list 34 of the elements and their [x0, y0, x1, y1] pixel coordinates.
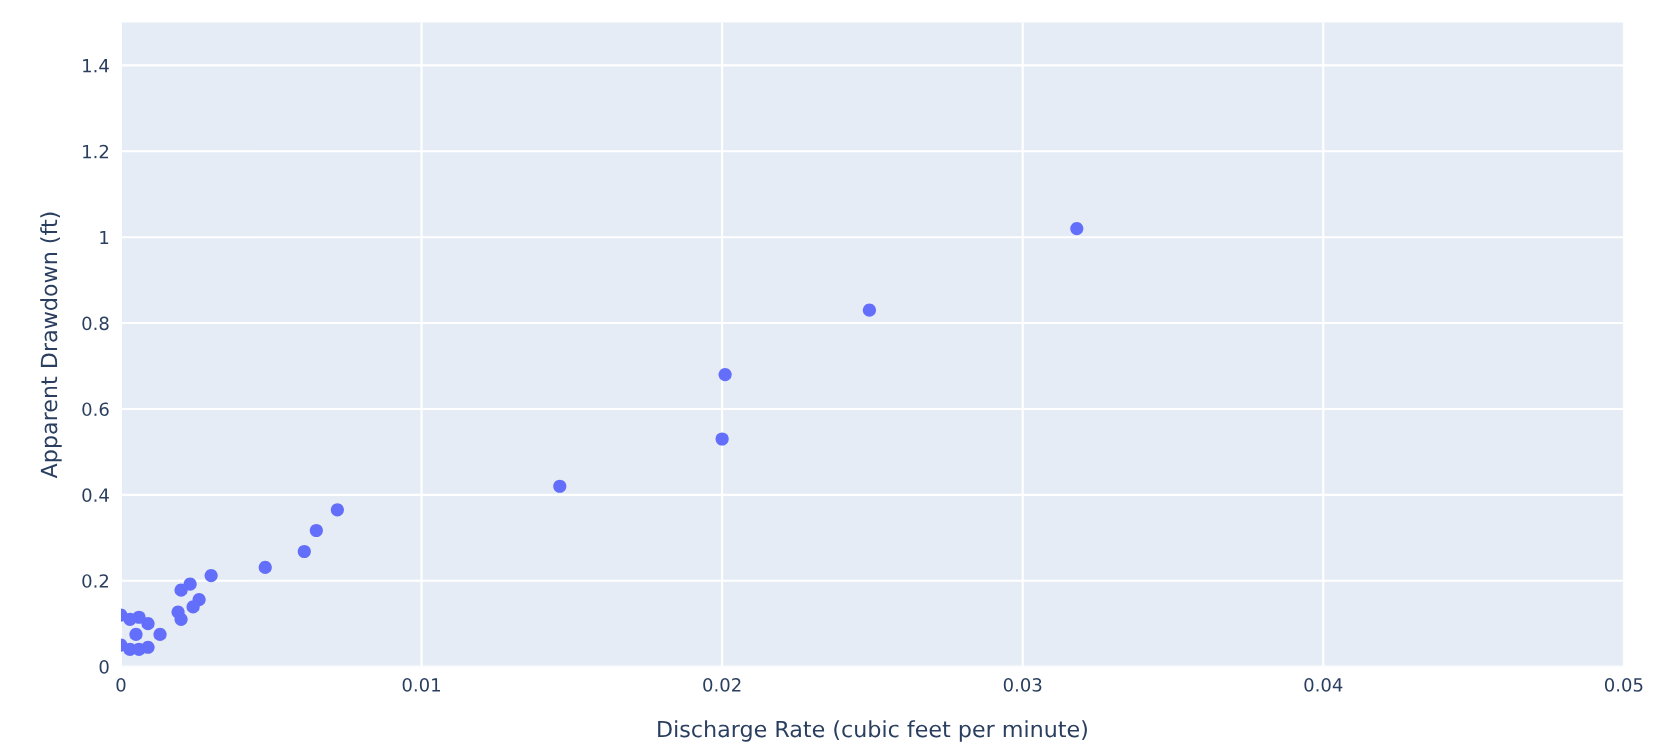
point — [204, 568, 218, 583]
x-tick-label: 0.03 — [1003, 678, 1042, 692]
y-tick-label: 0 — [99, 660, 109, 674]
x-tick-label: 0.02 — [703, 678, 741, 692]
point — [141, 617, 155, 631]
point — [718, 368, 732, 382]
x-tick-label: 0.01 — [402, 678, 440, 692]
point — [141, 640, 155, 654]
point — [129, 627, 143, 641]
x-tick-label: 0 — [116, 678, 126, 692]
y-tick-label: 0.4 — [82, 488, 109, 502]
point — [715, 432, 729, 446]
y-tick-label: 0.8 — [82, 316, 109, 331]
y-tick-label: 0.6 — [82, 402, 109, 417]
y-tick-label: 1 — [100, 230, 109, 245]
point — [862, 303, 876, 317]
x-tick-label: 0.05 — [1604, 678, 1643, 692]
point — [258, 560, 272, 574]
point — [123, 612, 137, 626]
point — [553, 479, 567, 493]
x-axis-title: Discharge Rate (cubic feet per minute) — [658, 720, 1087, 742]
point — [153, 627, 167, 641]
y-axis-title: Apparent Drawdown (ft) — [40, 212, 62, 479]
y-tick-label: 1.2 — [83, 144, 109, 159]
point — [297, 544, 311, 559]
y-tick-label: 0.2 — [82, 574, 109, 588]
point — [1070, 222, 1084, 236]
point — [309, 523, 323, 538]
x-tick-label: 0.04 — [1304, 678, 1343, 692]
point — [330, 503, 344, 517]
point — [186, 600, 200, 614]
point — [174, 583, 188, 597]
y-tick-label: 1.4 — [83, 59, 109, 73]
point — [174, 612, 188, 626]
